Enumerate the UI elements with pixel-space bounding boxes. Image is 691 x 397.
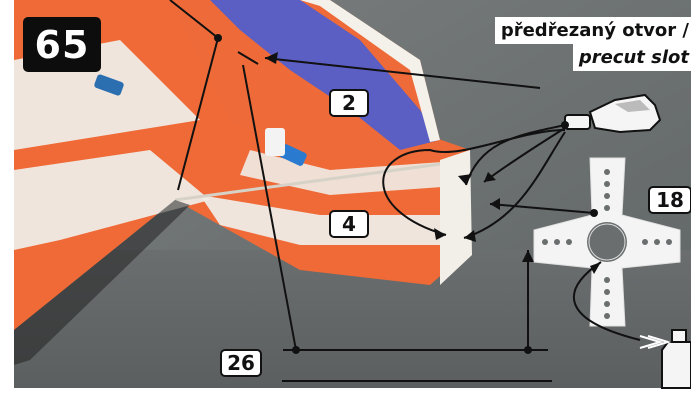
decal-white-edge [300, 0, 440, 142]
glue-bottle-icon [564, 93, 662, 134]
frame-bottom [0, 388, 691, 397]
servo-arrow-1 [489, 203, 595, 214]
hinge-line [174, 158, 471, 202]
elevator-edge [440, 150, 472, 285]
chevron-icon [639, 335, 664, 349]
callout-label-18: 18 [648, 186, 691, 214]
glue-arrow-1 [465, 124, 566, 186]
step-number-badge: 65 [23, 17, 101, 72]
control-horn-2 [279, 144, 307, 166]
line-slot-mark [237, 51, 259, 65]
arrow-icon [265, 52, 601, 274]
line-pointer-26-left [242, 64, 297, 351]
foam-stripe-2 [14, 150, 210, 250]
small-bottle-icon [661, 329, 691, 389]
callout-label-26: 26 [220, 349, 262, 377]
control-horn-1 [94, 74, 124, 96]
servo-horn-icon [533, 157, 681, 327]
annotation-dots [214, 34, 598, 354]
callout-label-4: 4 [329, 210, 369, 238]
frame-left [0, 0, 14, 397]
caption-czech: předřezaný otvor / [494, 17, 691, 44]
callout-label-2: 2 [329, 89, 369, 117]
blue-decal [210, 0, 440, 150]
glue-arrow-4 [463, 131, 566, 239]
control-horn-white [265, 128, 285, 156]
foam-stripe-3 [200, 195, 440, 245]
glue-arrow-3 [382, 129, 566, 236]
caption-english: precut slot [572, 44, 691, 71]
servo-arrow-2 [573, 261, 641, 341]
wing-shadow [14, 200, 190, 365]
chevron-icon-2 [647, 335, 672, 349]
precut-slot-caption: předřezaný otvor / precut slot [494, 17, 691, 71]
annotation-lines [169, 0, 641, 382]
line-to-precut-slot [264, 57, 541, 89]
